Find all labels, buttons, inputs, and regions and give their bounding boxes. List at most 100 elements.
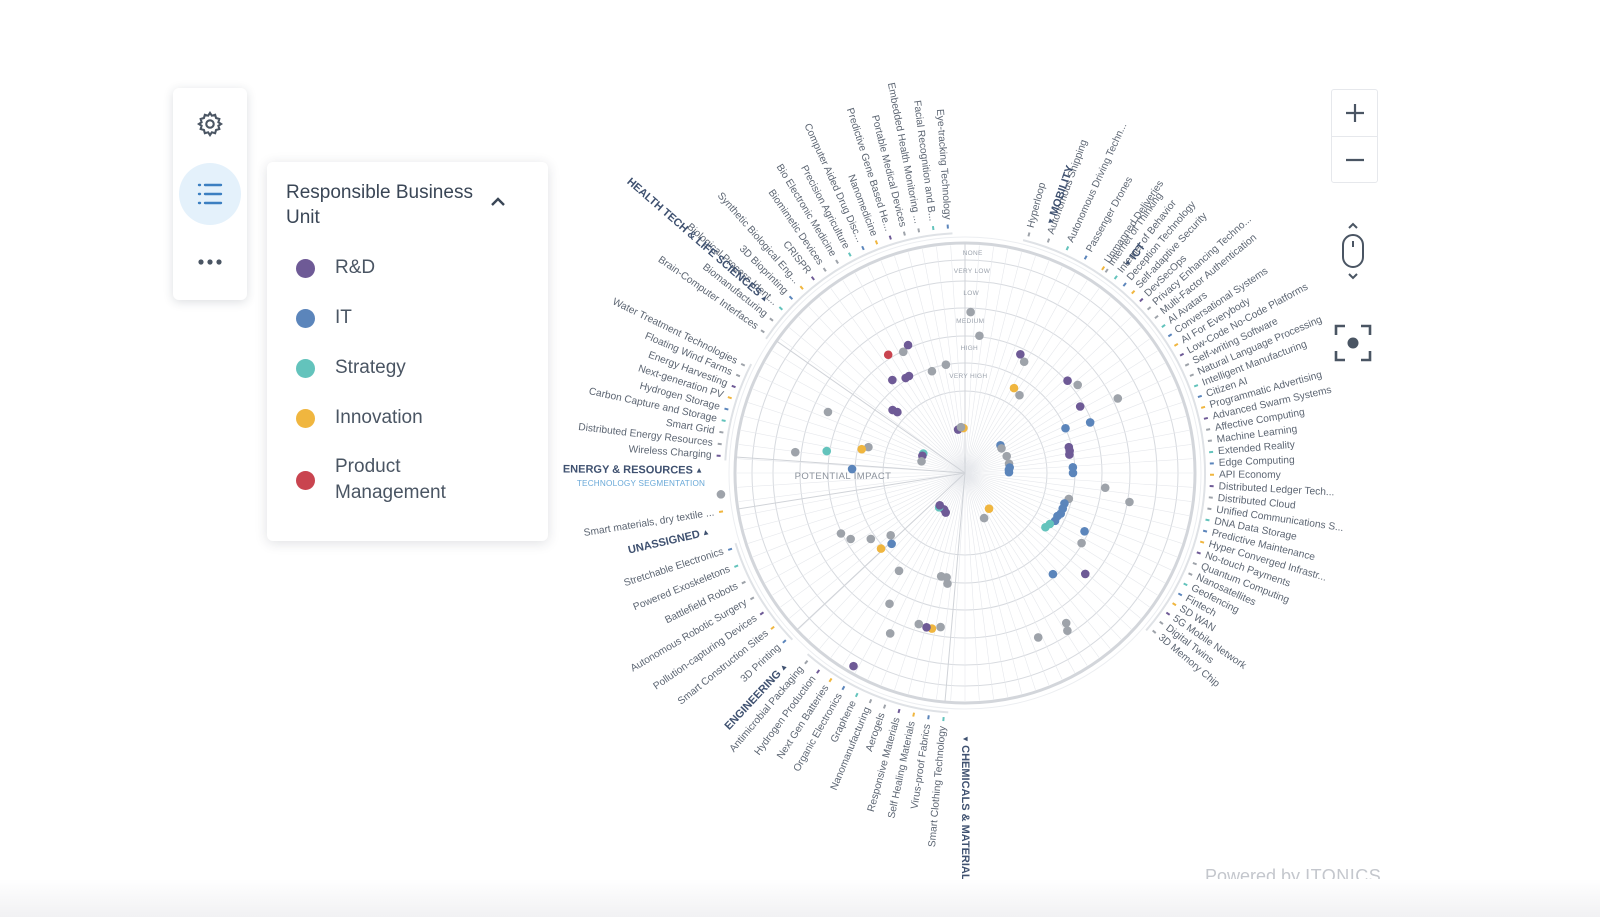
- technology-dot[interactable]: [922, 622, 931, 632]
- technology-dot[interactable]: [979, 513, 989, 523]
- legend-item[interactable]: IT: [286, 305, 352, 331]
- technology-dot[interactable]: [984, 504, 994, 513]
- radar-spoke: [880, 260, 966, 474]
- technology-dot[interactable]: [936, 571, 946, 581]
- radar-spoke: [798, 316, 966, 474]
- technology-dot[interactable]: [1004, 467, 1014, 477]
- technology-dot[interactable]: [866, 534, 876, 544]
- technology-dot[interactable]: [876, 544, 886, 553]
- radar-spoke: [765, 472, 966, 584]
- technology-dot[interactable]: [1015, 390, 1024, 400]
- technology-dot[interactable]: [857, 444, 867, 454]
- technology-dot[interactable]: [997, 444, 1006, 453]
- technology-dot[interactable]: [941, 360, 951, 369]
- technology-dot[interactable]: [864, 442, 873, 452]
- technology-dot[interactable]: [883, 350, 893, 360]
- technology-dot[interactable]: [847, 464, 857, 474]
- tech-label[interactable]: Edge Computing: [1219, 455, 1296, 469]
- legend-color-dot: [296, 470, 315, 490]
- tech-tick: [1199, 540, 1205, 544]
- zoom-out-button[interactable]: [1332, 137, 1377, 183]
- list-view-button[interactable]: [179, 163, 241, 225]
- segment-label[interactable]: ▼ CHEMICALS & MATERIALS: [959, 735, 971, 888]
- technology-dot[interactable]: [823, 407, 833, 417]
- technology-dot[interactable]: [888, 375, 897, 385]
- focus-center-icon[interactable]: [1333, 323, 1373, 363]
- zoom-in-button[interactable]: [1332, 90, 1377, 136]
- radar-spoke: [964, 472, 1158, 596]
- legend-item[interactable]: Strategy: [286, 355, 406, 381]
- technology-dot[interactable]: [849, 661, 858, 671]
- technology-dot[interactable]: [716, 490, 726, 499]
- technology-dot[interactable]: [935, 501, 945, 510]
- settings-button[interactable]: [179, 93, 241, 155]
- technology-dot[interactable]: [885, 629, 895, 638]
- legend-item[interactable]: Product Management: [286, 454, 475, 506]
- technology-dot[interactable]: [887, 539, 896, 549]
- technology-dot[interactable]: [893, 407, 902, 417]
- technology-dot[interactable]: [1080, 569, 1090, 579]
- tech-label[interactable]: Hyperloop: [1026, 181, 1049, 229]
- technology-dot[interactable]: [927, 366, 937, 376]
- technology-dot[interactable]: [1061, 618, 1071, 628]
- technology-dot[interactable]: [1125, 497, 1134, 507]
- chevron-up-icon[interactable]: [489, 194, 507, 208]
- legend-item-label: R&D: [335, 257, 376, 278]
- technology-dot[interactable]: [975, 331, 984, 341]
- radar-dots[interactable]: [716, 307, 1134, 671]
- technology-dot[interactable]: [917, 457, 926, 466]
- tech-label[interactable]: API Economy: [1219, 470, 1282, 481]
- technology-dot[interactable]: [1113, 394, 1123, 403]
- technology-dot[interactable]: [1075, 402, 1085, 411]
- technology-dot[interactable]: [1085, 418, 1095, 427]
- technology-dot[interactable]: [936, 622, 945, 632]
- tech-tick: [1189, 373, 1195, 377]
- technology-dot[interactable]: [1019, 357, 1029, 367]
- technology-dot[interactable]: [885, 599, 894, 609]
- radar-spoke: [964, 472, 1150, 608]
- technology-dot[interactable]: [1073, 380, 1082, 390]
- technology-dot[interactable]: [846, 534, 855, 544]
- technology-dot[interactable]: [790, 447, 800, 457]
- technology-dot[interactable]: [894, 566, 904, 576]
- radar-spoke: [964, 375, 1172, 474]
- technology-dot[interactable]: [966, 307, 975, 317]
- technology-dot[interactable]: [1063, 376, 1072, 385]
- segment-arc: [734, 542, 794, 641]
- technology-dot[interactable]: [1068, 463, 1078, 472]
- technology-dot[interactable]: [1063, 626, 1072, 635]
- technology-dot[interactable]: [886, 531, 895, 540]
- technology-dot[interactable]: [903, 340, 913, 350]
- technology-dot[interactable]: [1033, 633, 1043, 642]
- radar-spoke: [964, 472, 1190, 517]
- radar-spoke: [964, 472, 1186, 530]
- technology-dot[interactable]: [1016, 349, 1025, 359]
- legend-color-dot: [296, 408, 315, 428]
- tech-tick: [782, 639, 787, 644]
- technology-dot[interactable]: [1048, 569, 1058, 579]
- more-options-button[interactable]: [179, 231, 241, 293]
- technology-dot[interactable]: [1080, 527, 1089, 536]
- tech-label[interactable]: Eye-tracking Technology: [934, 109, 953, 221]
- technology-dot[interactable]: [904, 371, 914, 381]
- tech-tick: [788, 295, 794, 300]
- technology-dot[interactable]: [1061, 423, 1070, 433]
- radar-spoke: [964, 338, 1150, 474]
- technology-dot[interactable]: [1100, 483, 1110, 493]
- technology-dot[interactable]: [914, 619, 924, 629]
- legend-item[interactable]: R&D: [286, 255, 375, 281]
- legend-item[interactable]: Innovation: [286, 405, 423, 431]
- technology-dot[interactable]: [1065, 450, 1074, 459]
- segment-label[interactable]: UNASSIGNED ▲: [627, 526, 711, 556]
- segment-label[interactable]: ENERGY & RESOURCES ▲: [563, 463, 703, 476]
- technology-dot[interactable]: [956, 422, 966, 432]
- technology-dot[interactable]: [822, 446, 832, 456]
- technology-dot[interactable]: [898, 347, 908, 357]
- radar-spoke: [740, 472, 966, 517]
- technology-dot[interactable]: [836, 529, 846, 538]
- technology-dot[interactable]: [1041, 522, 1050, 532]
- technology-dot[interactable]: [1009, 383, 1019, 393]
- technology-dot[interactable]: [1002, 451, 1012, 461]
- technology-dot[interactable]: [1077, 538, 1086, 548]
